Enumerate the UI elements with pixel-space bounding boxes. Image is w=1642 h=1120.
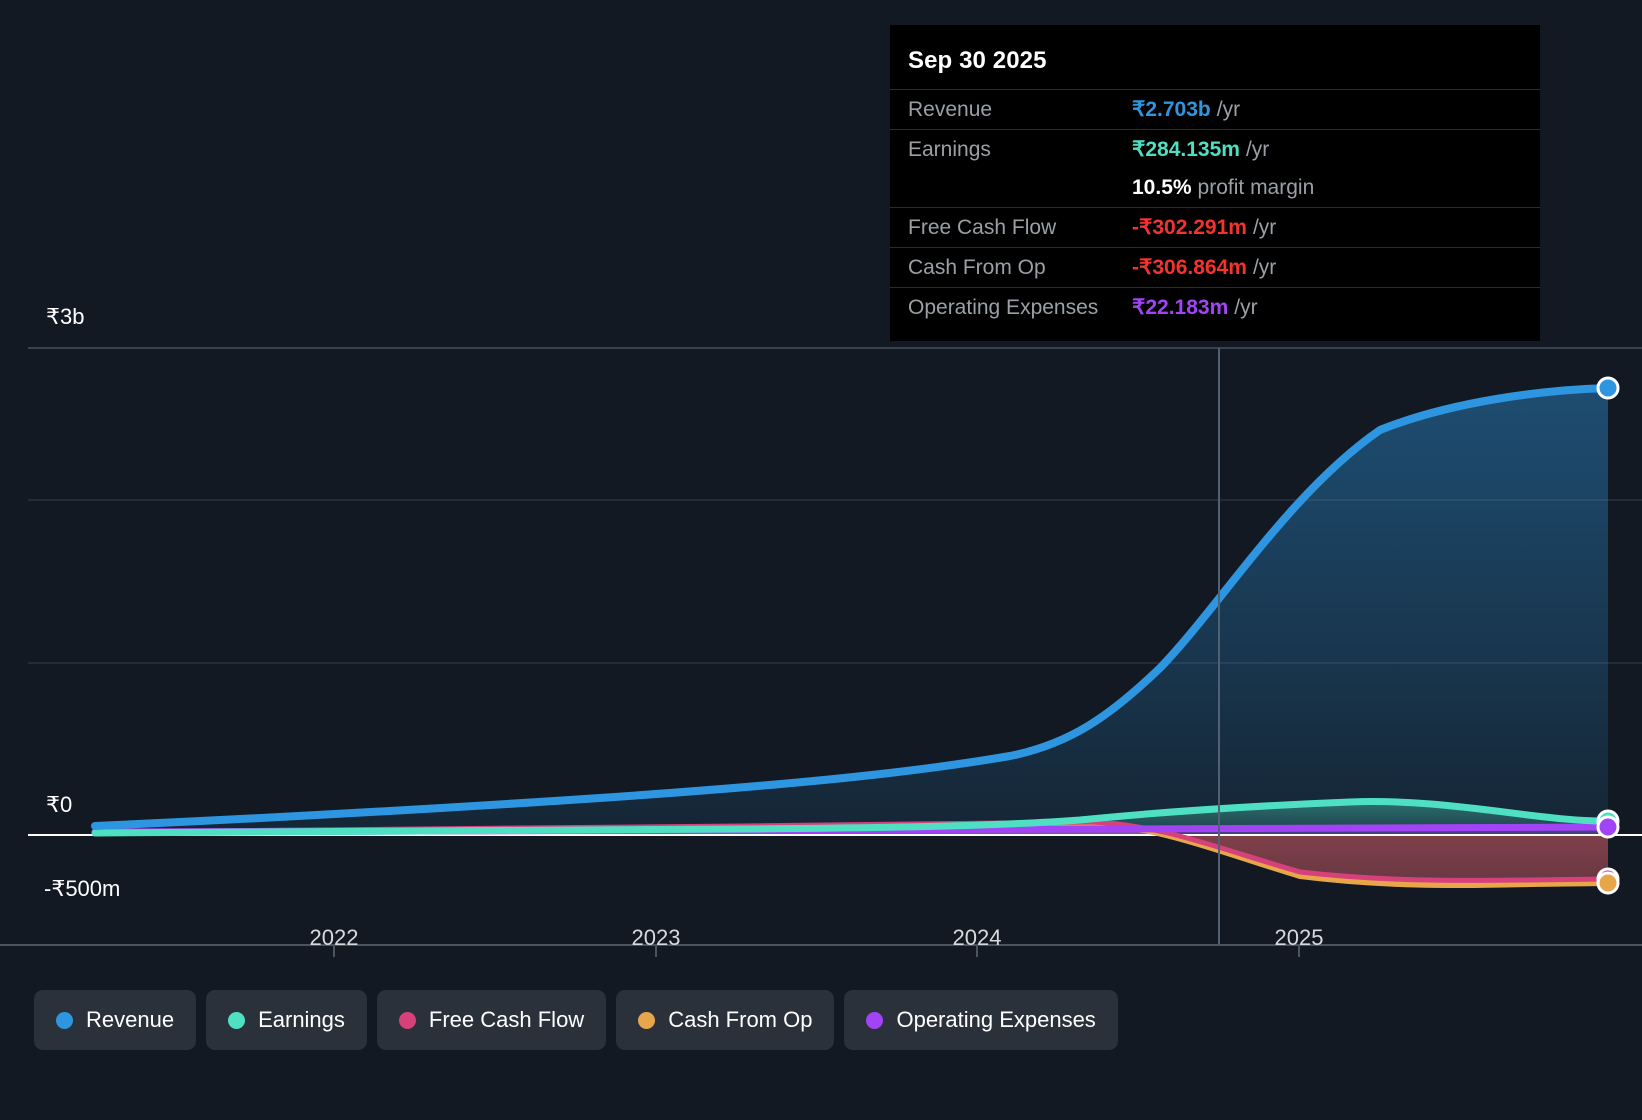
tooltip-date: Sep 30 2025 (908, 47, 1047, 74)
legend-item-earnings[interactable]: Earnings (206, 990, 367, 1050)
legend-dot-earnings (228, 1011, 246, 1029)
tooltip-suffix-profit-margin: profit margin (1197, 176, 1315, 199)
series-line-revenue (91, 384, 1612, 830)
tooltip-value-free-cash-flow: -₹302.291m (1132, 216, 1247, 239)
legend-label-operating-expenses: Operating Expenses (896, 1007, 1096, 1032)
y-axis-label-zero: ₹0 (46, 792, 73, 817)
legend-label-earnings: Earnings (258, 1007, 345, 1032)
legend-dot-free-cash-flow (398, 1011, 416, 1029)
tooltip-row-cash-from-op: Cash From Op -₹306.864m /yr (890, 247, 1540, 287)
chart-svg (0, 347, 1642, 957)
endpoint-cash-from-op (1596, 871, 1620, 895)
legend-label-cash-from-op: Cash From Op (668, 1007, 813, 1032)
endpoint-operating-expenses (1596, 815, 1620, 839)
legend-label-revenue: Revenue (86, 1007, 175, 1032)
series-endpoint-markers (1596, 376, 1620, 895)
legend-item-operating-expenses[interactable]: Operating Expenses (844, 990, 1118, 1050)
tooltip-row-earnings: Earnings ₹284.135m /yr (890, 129, 1540, 169)
y-axis-label-top: ₹3b (46, 304, 85, 329)
x-axis-label-2023: 2023 (631, 925, 681, 950)
tooltip-row-profit-margin: 10.5% profit margin (890, 169, 1540, 207)
tooltip-value-operating-expenses: ₹22.183m (1132, 296, 1229, 319)
legend-dot-operating-expenses (866, 1011, 884, 1029)
tooltip-label-operating-expenses: Operating Expenses (908, 296, 1099, 319)
tooltip-label-earnings: Earnings (908, 138, 991, 161)
tooltip-row-revenue: Revenue ₹2.703b /yr (890, 89, 1540, 129)
legend-label-free-cash-flow: Free Cash Flow (428, 1007, 585, 1032)
x-axis-ticks (333, 945, 1300, 957)
tooltip-label-cash-from-op: Cash From Op (908, 256, 1046, 279)
series-line-earnings (91, 798, 1612, 837)
tooltip-label-revenue: Revenue (908, 98, 993, 121)
legend-item-free-cash-flow[interactable]: Free Cash Flow (376, 990, 607, 1050)
tooltip-suffix-operating-expenses: /yr (1234, 296, 1258, 319)
tooltip-value-cash-from-op: -₹306.864m (1132, 256, 1247, 279)
chart-tooltip: Sep 30 2025 Revenue ₹2.703b /yr Earnings… (890, 25, 1540, 341)
tooltip-row-free-cash-flow: Free Cash Flow -₹302.291m /yr (890, 207, 1540, 247)
legend-item-revenue[interactable]: Revenue (34, 990, 197, 1050)
x-axis-label-2025: 2025 (1274, 925, 1324, 950)
tooltip-value-earnings: ₹284.135m (1132, 138, 1240, 161)
endpoint-revenue (1596, 376, 1620, 400)
tooltip-value-profit-margin: 10.5% (1132, 176, 1192, 199)
legend-item-cash-from-op[interactable]: Cash From Op (616, 990, 835, 1050)
tooltip-suffix-free-cash-flow: /yr (1252, 216, 1277, 239)
chart-legend: Revenue Earnings Free Cash Flow Cash Fro… (34, 990, 1118, 1050)
tooltip-value-revenue: ₹2.703b (1132, 98, 1211, 121)
y-axis-label-bottom: -₹500m (44, 876, 121, 901)
tooltip-label-free-cash-flow: Free Cash Flow (908, 216, 1057, 239)
tooltip-row-operating-expenses: Operating Expenses ₹22.183m /yr (890, 287, 1540, 327)
series-area-free-cash-flow (95, 823, 1608, 882)
tooltip-suffix-cash-from-op: /yr (1252, 256, 1277, 279)
legend-dot-cash-from-op (638, 1011, 656, 1029)
tooltip-suffix-earnings: /yr (1245, 138, 1270, 161)
series-area-revenue (95, 388, 1608, 835)
x-axis-label-2024: 2024 (952, 925, 1002, 950)
chart-canvas: ₹3b ₹0 -₹500m 2022 2023 2024 2025 (0, 304, 1642, 957)
x-axis-label-2022: 2022 (309, 925, 359, 950)
tooltip-suffix-revenue: /yr (1216, 98, 1241, 121)
legend-dot-revenue (56, 1011, 73, 1029)
